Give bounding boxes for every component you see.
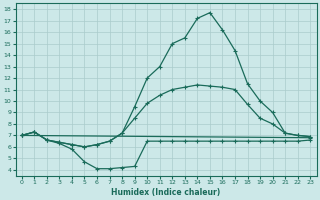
X-axis label: Humidex (Indice chaleur): Humidex (Indice chaleur)	[111, 188, 221, 197]
